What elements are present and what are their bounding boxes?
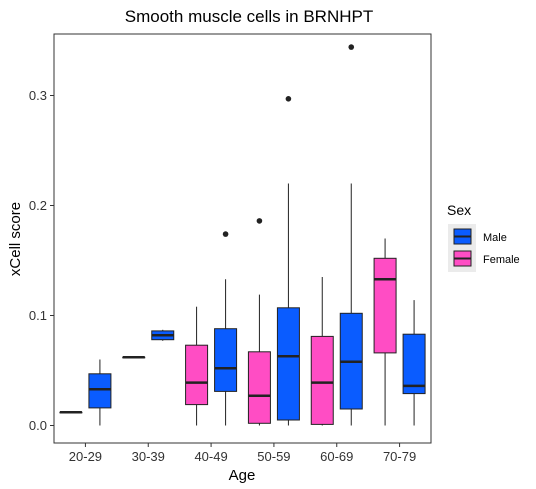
x-tick-label: 60-69 <box>320 449 353 464</box>
x-tick-label: 30-39 <box>132 449 165 464</box>
plot-panel <box>53 33 432 444</box>
box-male-60-69 <box>339 44 363 426</box>
boxplot-series <box>59 44 426 426</box>
box-male-20-29 <box>88 359 112 426</box>
box-male-40-49 <box>214 231 238 426</box>
x-tick-label: 40-49 <box>194 449 227 464</box>
box-female-20-29 <box>59 411 83 414</box>
box-male-30-39 <box>151 329 175 341</box>
box <box>88 373 112 409</box>
y-tick-label: 0.1 <box>29 308 47 323</box>
x-axis-title: Age <box>229 467 256 484</box>
y-axis: 0.0 0.1 0.2 0.3 <box>29 88 54 433</box>
outlier-point <box>348 44 355 50</box>
box <box>247 351 271 424</box>
box <box>185 344 209 406</box>
box-male-70-79 <box>402 300 426 426</box>
box-female-50-59 <box>247 218 271 426</box>
legend-title: Sex <box>447 202 471 218</box>
x-tick-label: 50-59 <box>257 449 290 464</box>
box-female-40-49 <box>185 306 209 426</box>
box-female-30-39 <box>122 356 146 359</box>
y-axis-title: xCell score <box>7 202 24 276</box>
y-tick-label: 0.2 <box>29 198 47 213</box>
outlier-point <box>222 231 229 237</box>
y-tick-label: 0.3 <box>29 88 47 103</box>
chart-title: Smooth muscle cells in BRNHPT <box>125 7 373 26</box>
x-tick-label: 70-79 <box>383 449 416 464</box>
box-female-70-79 <box>373 238 397 426</box>
legend-item-male: Male <box>448 224 507 250</box>
legend-item-female: Female <box>448 246 520 272</box>
y-tick-label: 0.0 <box>29 418 47 433</box>
box <box>276 307 300 421</box>
legend-label-male: Male <box>483 232 507 244</box>
box-female-60-69 <box>310 277 334 426</box>
box <box>402 333 426 395</box>
box-male-50-59 <box>276 96 300 426</box>
x-axis: 20-29 30-39 40-49 50-59 60-69 70-79 <box>69 443 416 464</box>
box <box>214 328 238 392</box>
legend-label-female: Female <box>483 254 520 266</box>
box <box>373 257 397 354</box>
legend: Sex Male Female <box>447 202 520 272</box>
x-tick-label: 20-29 <box>69 449 102 464</box>
outlier-point <box>256 218 263 224</box>
box <box>310 335 334 425</box>
outlier-point <box>285 96 292 102</box>
